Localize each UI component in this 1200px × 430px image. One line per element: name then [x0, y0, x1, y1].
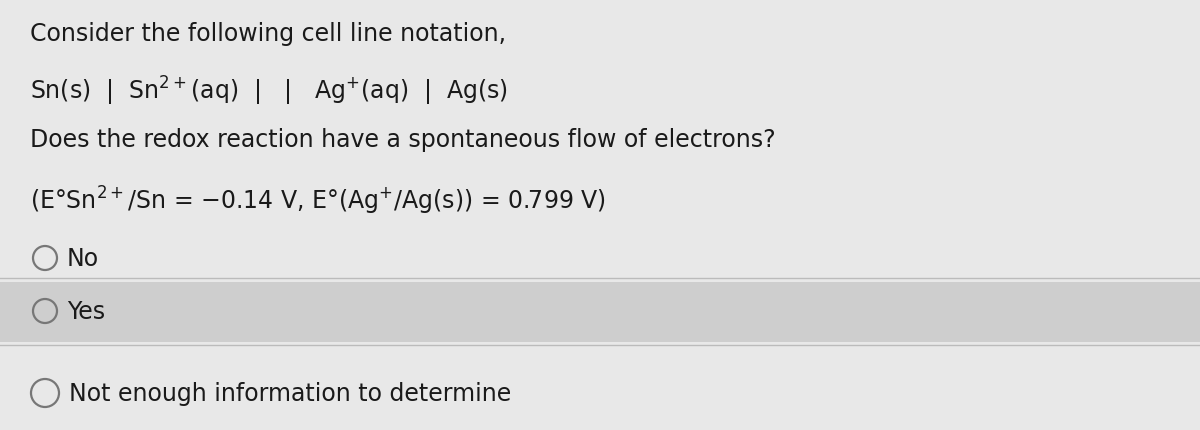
- Text: Does the redox reaction have a spontaneous flow of electrons?: Does the redox reaction have a spontaneo…: [30, 128, 775, 152]
- Text: Consider the following cell line notation,: Consider the following cell line notatio…: [30, 22, 506, 46]
- Bar: [0, 283, 1200, 342]
- Text: No: No: [67, 246, 100, 270]
- Text: (E°Sn$^{2+}$/Sn = −0.14 V, E°(Ag$^{+}$/Ag(s)) = 0.799 V): (E°Sn$^{2+}$/Sn = −0.14 V, E°(Ag$^{+}$/A…: [30, 184, 606, 217]
- Text: Yes: Yes: [67, 299, 106, 323]
- Text: Not enough information to determine: Not enough information to determine: [70, 381, 511, 405]
- Text: Sn(s)  |  Sn$^{2+}$(aq)  |   |   Ag$^{+}$(aq)  |  Ag(s): Sn(s) | Sn$^{2+}$(aq) | | Ag$^{+}$(aq) |…: [30, 75, 508, 108]
